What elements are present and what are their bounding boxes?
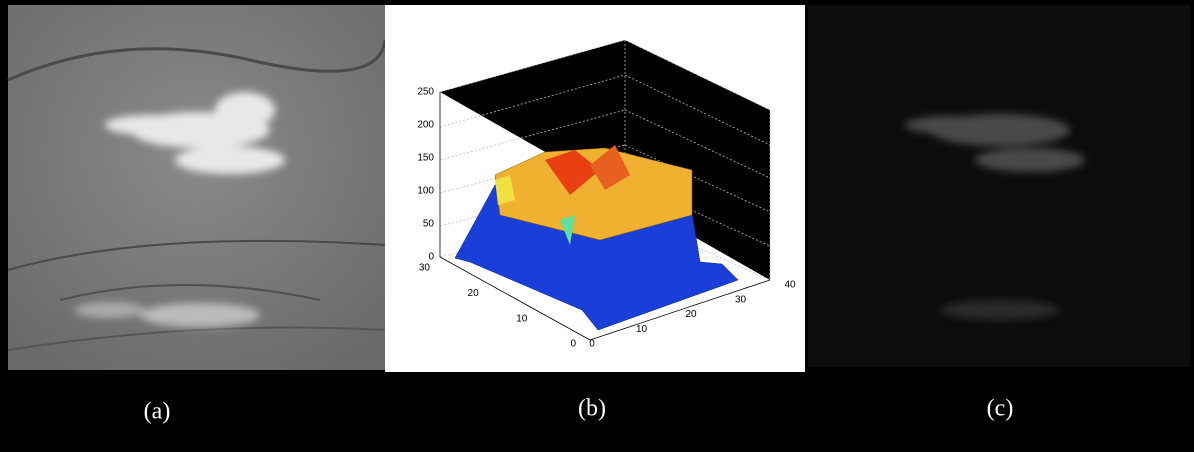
- z-tick-label: 150: [417, 153, 434, 164]
- panel-a-image: [7, 5, 387, 370]
- panel-label: (b): [578, 396, 606, 422]
- x-tick-label: 0: [589, 339, 595, 350]
- y-tick-label: 0: [570, 339, 576, 350]
- z-tick-label: 0: [428, 252, 434, 263]
- x-tick-label: 40: [784, 280, 796, 291]
- z-tick-label: 100: [417, 186, 434, 197]
- panel-label: (c): [987, 396, 1014, 422]
- z-tick-label: 250: [417, 87, 434, 98]
- z-tick-label: 200: [417, 120, 434, 131]
- panel-b-plot: [385, 5, 805, 372]
- y-tick-label: 10: [516, 313, 528, 324]
- x-tick-label: 20: [685, 309, 697, 320]
- z-tick-label: 50: [423, 219, 435, 230]
- x-tick-label: 30: [735, 294, 747, 305]
- panel-c-image: [808, 5, 1190, 367]
- x-tick-label: 10: [636, 324, 648, 335]
- panel-label: (a): [144, 399, 171, 425]
- y-tick-label: 20: [468, 288, 480, 299]
- y-tick-label: 30: [419, 263, 431, 274]
